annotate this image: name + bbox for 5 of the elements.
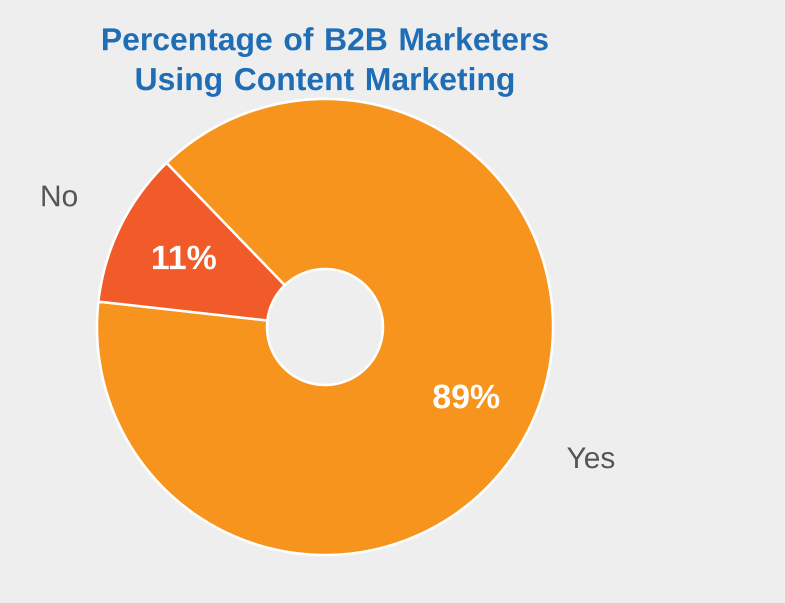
data-label: 89% xyxy=(433,384,500,408)
chart-title: Percentage of B2B Marketers Using Content Marketing xyxy=(102,27,548,97)
slice-label: No xyxy=(42,186,77,207)
data-label: 11% xyxy=(152,246,216,270)
slice-label: Yes xyxy=(567,447,614,468)
